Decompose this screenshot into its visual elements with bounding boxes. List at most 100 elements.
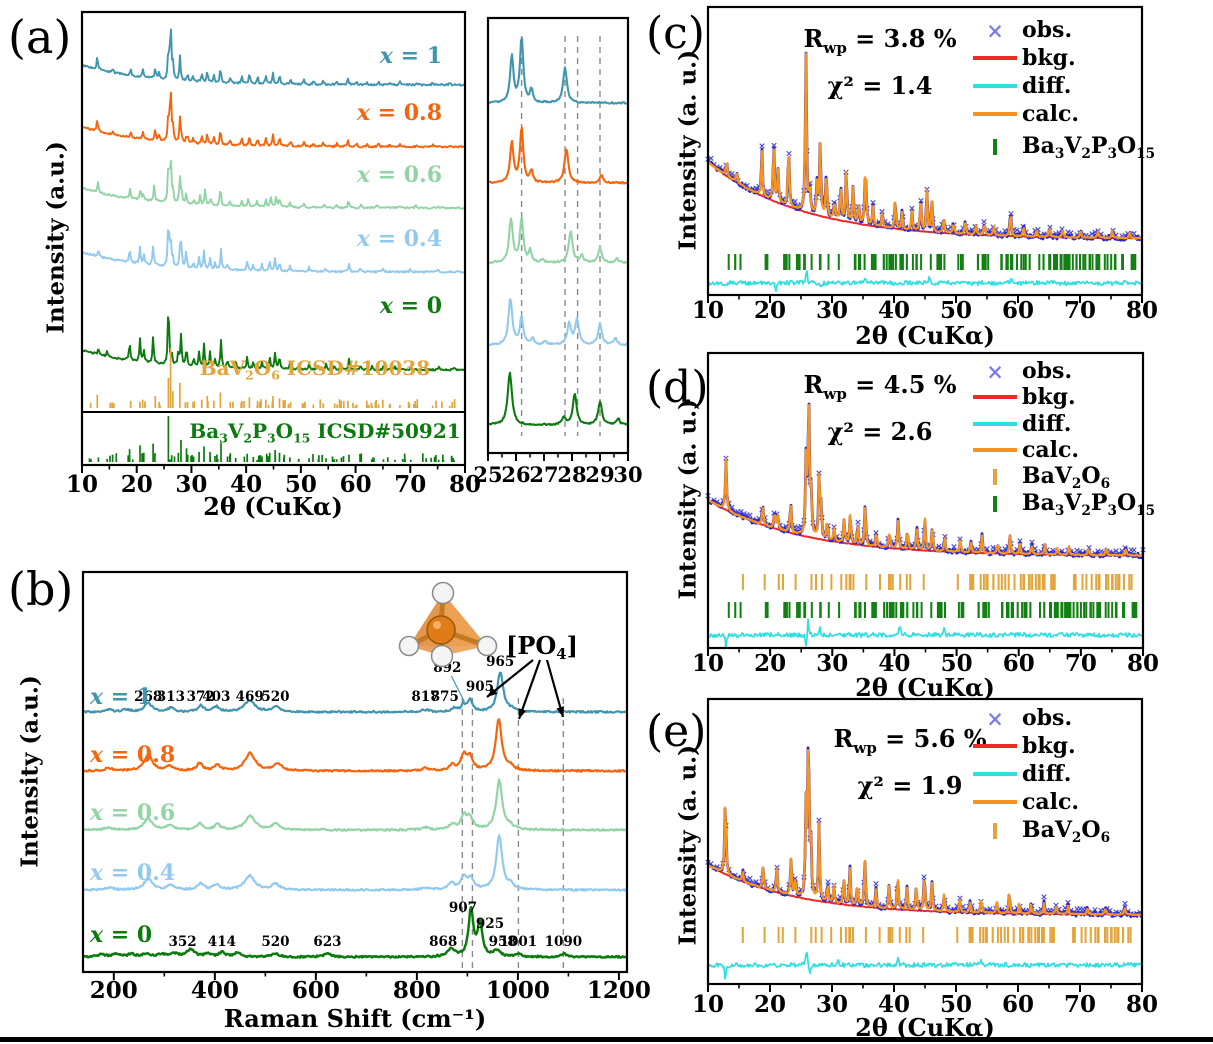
- series-label: x = 1: [90, 684, 153, 710]
- legend-item: calc.: [968, 788, 1079, 816]
- rwp-value: Rwp = 4.5 %: [803, 370, 957, 403]
- legend-label: diff.: [1022, 73, 1072, 99]
- panel-a-ylabel: Intensity (a.u.): [42, 141, 70, 334]
- raman-curve: [82, 718, 628, 773]
- obs-cross-icon: ×: [986, 358, 1004, 384]
- annotation-arrowhead: [518, 708, 527, 719]
- calc-curve: [707, 52, 1143, 240]
- panel-c-plot: 10 20 30 40 50 60 70 80: [692, 5, 1158, 324]
- peak-label: 958: [489, 934, 517, 950]
- tick-label: 60: [1002, 991, 1034, 1018]
- panel-b-label: (b): [8, 562, 74, 616]
- tick-label: 30: [816, 650, 848, 677]
- xrd-curve: [81, 316, 466, 372]
- series-label: x = 1: [379, 43, 442, 69]
- panel-b-ylabel: Intensity (a.u.): [16, 675, 44, 868]
- calc-curve: [707, 749, 1143, 917]
- phosphorus-atom: [426, 615, 456, 645]
- panel-e-ylabel: Intensity (a. u.): [674, 744, 702, 946]
- axes-box: [81, 570, 629, 974]
- legend-label: bkg.: [1022, 733, 1076, 759]
- panel-d-xlabel: 2θ (CuKα): [855, 673, 995, 702]
- tick-label: 600: [292, 977, 340, 1004]
- legend-item: × obs.: [968, 16, 1072, 44]
- peak-label: 623: [313, 934, 341, 950]
- tick-label: 80: [1126, 297, 1158, 324]
- peak-label: 868: [429, 934, 457, 950]
- annotation-arrowhead: [556, 706, 565, 717]
- legend-label: calc.: [1022, 437, 1080, 463]
- panel-d-plot: 10 20 30 40 50 60 70 80: [692, 351, 1159, 677]
- raman-curve: [82, 834, 628, 892]
- legend-item: diff.: [968, 760, 1071, 788]
- refinement-stats-e: Rwp = 5.6 % χ² = 1.9: [785, 720, 1035, 805]
- tick-label: 50: [941, 650, 973, 677]
- tick-label: 40: [878, 991, 910, 1018]
- tick-label: 1200: [587, 977, 651, 1004]
- peak-label: 520: [261, 934, 289, 950]
- oxygen-atom: [431, 581, 455, 605]
- tick-label: 200: [90, 977, 138, 1004]
- tick-label: 29: [585, 462, 614, 487]
- peak-label: 414: [208, 934, 236, 950]
- reference-phase-label: BaV2O6 ICSD#10038: [199, 356, 431, 383]
- tick-label: 70: [394, 471, 426, 498]
- series-label: x = 0.4: [356, 226, 442, 252]
- legend-item: bkg.: [968, 44, 1076, 72]
- reference-sticks-ba3v2p3o15: [88, 416, 455, 462]
- legend-item: × obs.: [968, 704, 1072, 732]
- tick-label: 10: [692, 991, 724, 1018]
- legend-item: bkg.: [968, 383, 1076, 411]
- legend-label: obs.: [1022, 358, 1073, 384]
- panel-e-plot: 10 20 30 40 50 60 70 80: [692, 697, 1158, 1018]
- legend-item: Ba3V2P3O15: [968, 490, 1155, 518]
- legend-label: calc.: [1022, 101, 1080, 127]
- tick-label: 40: [878, 650, 910, 677]
- peak-label: 520: [261, 689, 289, 705]
- legend-line-icon: [968, 84, 1022, 88]
- peak-label: 469: [236, 689, 264, 705]
- legend-line-icon: [968, 112, 1022, 116]
- tick-label: 27: [529, 462, 558, 487]
- tick-label: 70: [1064, 991, 1096, 1018]
- annotation-arrowhead: [487, 687, 498, 697]
- xrd-curve: [81, 160, 465, 210]
- tick-label: 50: [285, 471, 317, 498]
- legend-line-icon: [968, 744, 1022, 748]
- tick-label: 50: [940, 991, 972, 1018]
- tick-label: 30: [816, 991, 848, 1018]
- series-label: x = 0.6: [356, 162, 442, 188]
- obs-cross-icon: ×: [986, 17, 1004, 43]
- tick-label: 10: [66, 471, 98, 498]
- refinement-stats-c: Rwp = 3.8 % χ² = 1.4: [755, 20, 1005, 105]
- tick-label: 26: [501, 462, 530, 487]
- xrd-inset-curve: [487, 216, 629, 265]
- peak-label: 1001: [500, 934, 538, 950]
- legend-item: BaV2O6: [968, 817, 1110, 845]
- legend-item: diff.: [968, 410, 1071, 438]
- legend-item: calc.: [968, 436, 1079, 464]
- tick-label: 20: [754, 297, 786, 324]
- tick-label: 50: [940, 297, 972, 324]
- peak-label: 925: [476, 916, 504, 932]
- xrd-inset-curve: [487, 126, 629, 185]
- legend-label: obs.: [1022, 17, 1073, 43]
- peak-label: 875: [431, 689, 459, 705]
- panel-d-ylabel: Intensity (a. u.): [674, 398, 702, 600]
- reference-sticks-bav2o6: [89, 348, 456, 408]
- series-label: x = 0: [90, 922, 153, 948]
- legend-line-icon: [968, 448, 1022, 452]
- reference-phase-label: Ba3V2P3O15 ICSD#50921: [189, 419, 461, 446]
- legend-label: bkg.: [1022, 384, 1076, 410]
- tick-label: 800: [393, 977, 441, 1004]
- peak-label: 372: [187, 689, 215, 705]
- panel-c-ylabel: Intensity (a. u.): [674, 49, 702, 251]
- obs-cross-icon: ×: [986, 705, 1004, 731]
- po4-annotation: [PO4]: [505, 631, 579, 664]
- legend-line-icon: [968, 800, 1022, 804]
- po4-tetrahedron-icon: [398, 581, 498, 668]
- legend-item: calc.: [968, 100, 1079, 128]
- bragg-tick-row: [727, 254, 1137, 270]
- tick-label: 20: [754, 991, 786, 1018]
- bragg-tick-icon: [968, 469, 1022, 485]
